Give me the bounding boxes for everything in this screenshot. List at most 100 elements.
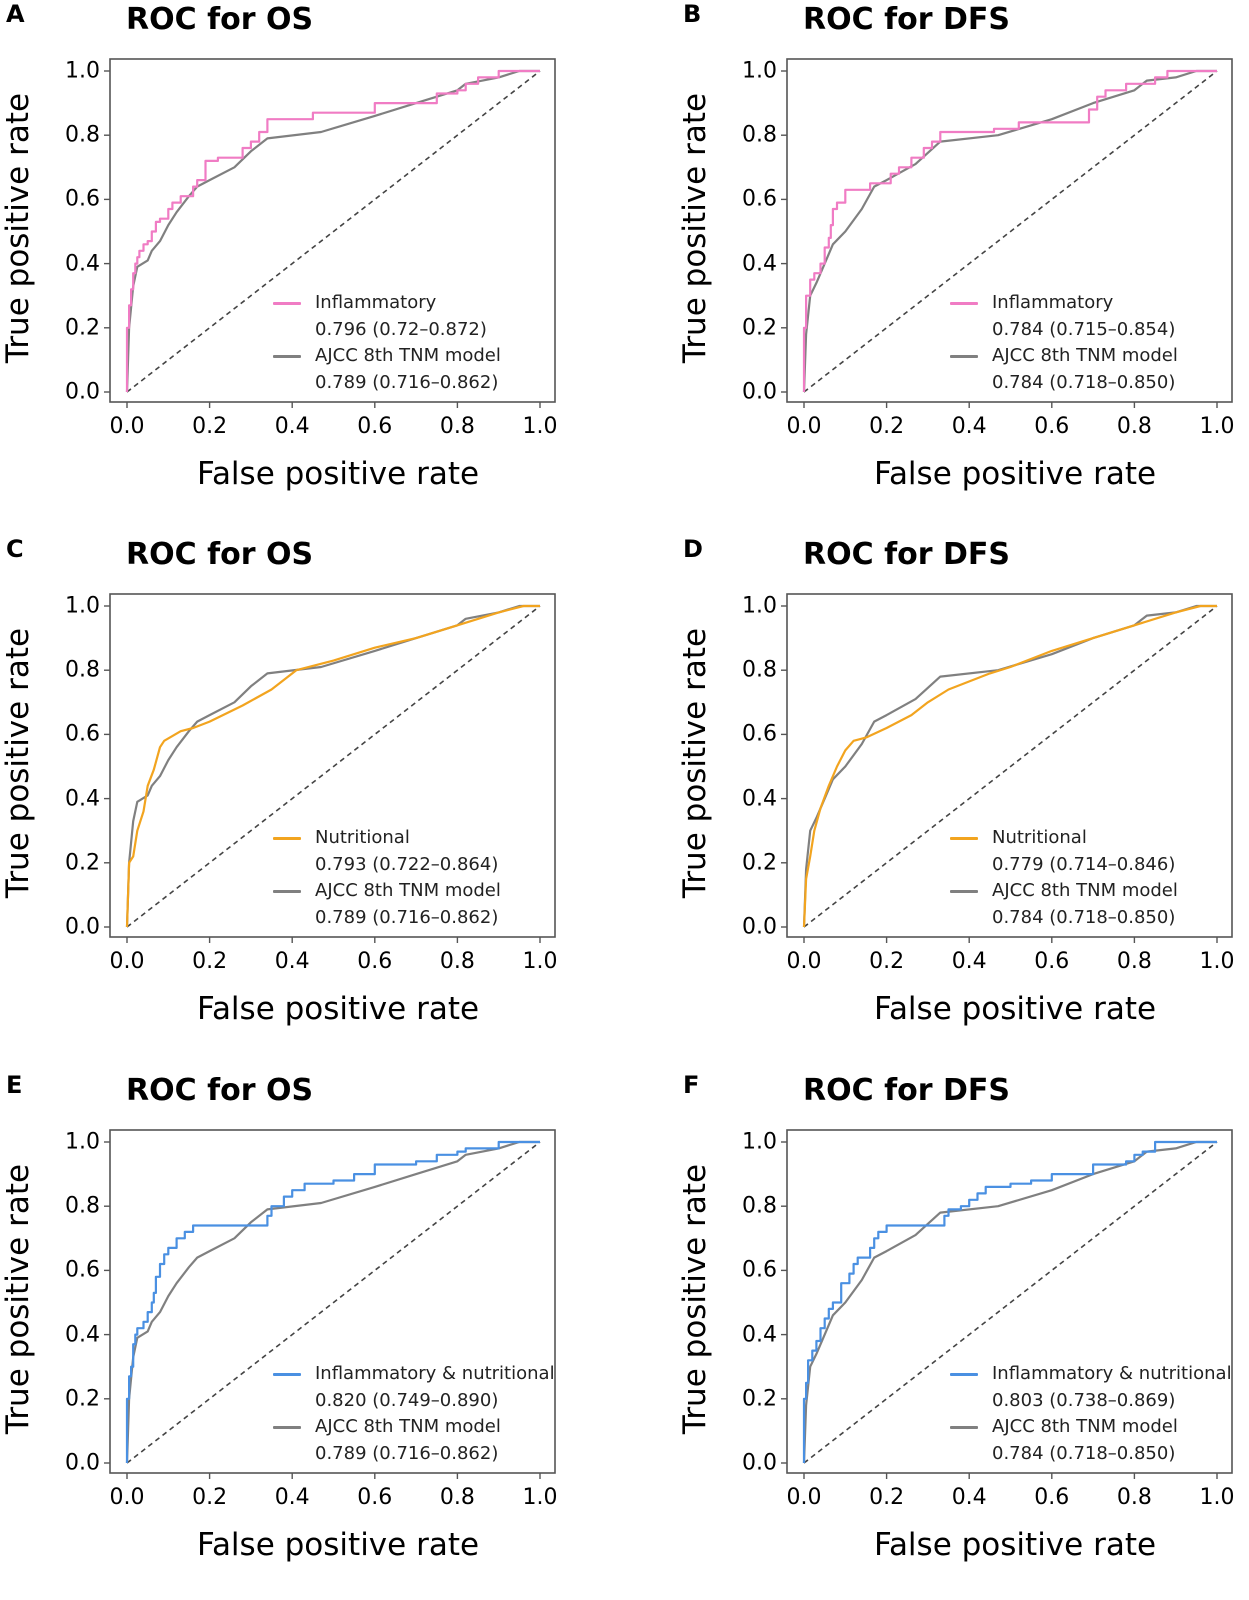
legend-entry: AJCC 8th TNM model (950, 1414, 1232, 1441)
x-axis-label: False positive rate (196, 991, 480, 1027)
y-tick-label: 0.6 (742, 186, 777, 212)
legend-series-name: AJCC 8th TNM model (315, 1416, 501, 1437)
roc-line-inflammatory-nutritional (125, 1140, 540, 1463)
y-tick-label: 0.0 (65, 379, 100, 405)
legend-auc-value: 0.784 (0.718–0.850) (992, 371, 1176, 393)
legend-series-name: AJCC 8th TNM model (315, 880, 501, 901)
x-tick-label: 0.0 (109, 949, 145, 974)
x-tick-label: 0.4 (951, 414, 987, 439)
y-tick-label: 0.8 (65, 122, 100, 148)
y-tick-label: 0.2 (742, 315, 777, 341)
x-tick-label: 1.0 (1199, 414, 1235, 439)
legend: Nutritional 0.793 (0.722–0.864) AJCC 8th T… (273, 825, 501, 931)
y-tick-label: 1.0 (65, 1129, 100, 1155)
roc-line-inflammatory (802, 69, 1217, 392)
panel-label: A (6, 0, 25, 28)
y-tick-label: 1.0 (742, 1129, 777, 1155)
legend-swatch (273, 836, 301, 840)
legend-entry: AJCC 8th TNM model (273, 343, 501, 370)
legend-swatch (273, 1372, 301, 1376)
x-tick-label: 0.8 (439, 949, 475, 974)
legend-entry: Inflammatory & nutritional (273, 1361, 555, 1388)
legend-auc-value: 0.784 (0.718–0.850) (992, 906, 1176, 928)
y-tick-label: 0.8 (742, 1193, 777, 1219)
x-tick-label: 1.0 (522, 1485, 558, 1510)
legend-entry: Nutritional (273, 825, 501, 852)
panel-d: D ROC for DFS True positive rate False posi… (677, 535, 1249, 1064)
legend-auc-value: 0.789 (0.716–0.862) (315, 906, 499, 928)
y-tick-label: 0.4 (742, 786, 777, 812)
legend-series-name: AJCC 8th TNM model (992, 345, 1178, 366)
x-tick-label: 0.6 (1034, 1485, 1070, 1510)
plot-area (104, 1129, 556, 1479)
y-tick-label: 0.8 (65, 657, 100, 683)
y-tick-label: 0.2 (65, 315, 100, 341)
roc-line-ajcc-8th-tnm-model (125, 69, 540, 393)
y-tick-label: 0.0 (742, 379, 777, 405)
y-tick-label: 0.2 (742, 850, 777, 876)
plot-frame (109, 58, 556, 403)
y-tick-label: 0.8 (742, 657, 777, 683)
y-tick-label: 0.6 (65, 1257, 100, 1283)
legend-series-name: AJCC 8th TNM model (992, 880, 1178, 901)
chart-title: ROC for OS (126, 1073, 314, 1108)
legend-swatch (950, 889, 978, 893)
y-tick-label: 0.6 (742, 721, 777, 747)
plot-area (781, 593, 1233, 943)
y-tick-label: 1.0 (65, 58, 100, 84)
legend-auc-value: 0.793 (0.722–0.864) (315, 853, 499, 875)
y-tick-label: 0.0 (65, 914, 100, 940)
y-tick-label: 0.2 (742, 1386, 777, 1412)
chance-diagonal (803, 70, 1218, 393)
legend: Inflammatory & nutritional 0.820 (0.749–0… (273, 1361, 555, 1467)
chart-title: ROC for DFS (803, 1073, 1010, 1108)
legend-series-name: Nutritional (315, 827, 410, 848)
legend-swatch (273, 301, 301, 305)
plot-frame (109, 1129, 556, 1474)
y-tick-label: 0.0 (65, 1450, 100, 1476)
x-tick-label: 0.8 (439, 1485, 475, 1510)
roc-line-nutritional (802, 604, 1217, 928)
roc-line-inflammatory (125, 69, 540, 392)
x-tick-label: 0.8 (1116, 1485, 1152, 1510)
legend-auc-value: 0.796 (0.72–0.872) (315, 318, 487, 340)
legend-series-name: Nutritional (992, 827, 1087, 848)
x-axis-label: False positive rate (873, 1527, 1157, 1563)
x-tick-label: 1.0 (522, 949, 558, 974)
legend-auc-value: 0.789 (0.716–0.862) (315, 371, 499, 393)
plot-area (104, 58, 556, 408)
x-tick-label: 0.2 (192, 414, 228, 439)
x-tick-label: 0.8 (1116, 414, 1152, 439)
legend-swatch (950, 1372, 978, 1376)
panel-label: E (6, 1071, 23, 1099)
legend-swatch (273, 1425, 301, 1429)
x-tick-label: 0.6 (357, 1485, 393, 1510)
legend-swatch (950, 354, 978, 358)
y-tick-label: 1.0 (742, 593, 777, 619)
plot-frame (786, 593, 1233, 938)
legend-series-name: Inflammatory (315, 292, 437, 313)
x-tick-label: 1.0 (1199, 1485, 1235, 1510)
roc-line-ajcc-8th-tnm-model (802, 69, 1217, 393)
x-tick-label: 0.6 (357, 414, 393, 439)
y-tick-label: 1.0 (65, 593, 100, 619)
y-tick-label: 0.2 (65, 850, 100, 876)
x-tick-label: 0.2 (869, 1485, 905, 1510)
plot-area (104, 593, 556, 943)
y-tick-label: 0.2 (65, 1386, 100, 1412)
x-tick-label: 0.2 (192, 1485, 228, 1510)
legend-auc-value: 0.803 (0.738–0.869) (992, 1389, 1176, 1411)
panel-b: B ROC for DFS True positive rate False posi… (677, 0, 1249, 529)
legend: Nutritional 0.779 (0.714–0.846) AJCC 8th T… (950, 825, 1178, 931)
y-tick-label: 0.4 (742, 1322, 777, 1348)
legend-swatch (950, 836, 978, 840)
roc-line-nutritional (125, 604, 540, 928)
roc-line-ajcc-8th-tnm-model (125, 1140, 540, 1464)
legend-auc-value: 0.784 (0.715–0.854) (992, 318, 1176, 340)
legend-swatch (950, 1425, 978, 1429)
y-tick-label: 0.4 (742, 251, 777, 277)
legend-entry: Inflammatory (273, 290, 501, 317)
legend-entry: Inflammatory (950, 290, 1178, 317)
x-tick-label: 0.4 (274, 1485, 310, 1510)
x-tick-label: 0.4 (951, 949, 987, 974)
